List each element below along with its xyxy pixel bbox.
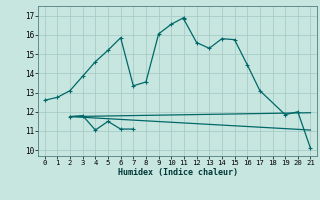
X-axis label: Humidex (Indice chaleur): Humidex (Indice chaleur) — [118, 168, 238, 177]
